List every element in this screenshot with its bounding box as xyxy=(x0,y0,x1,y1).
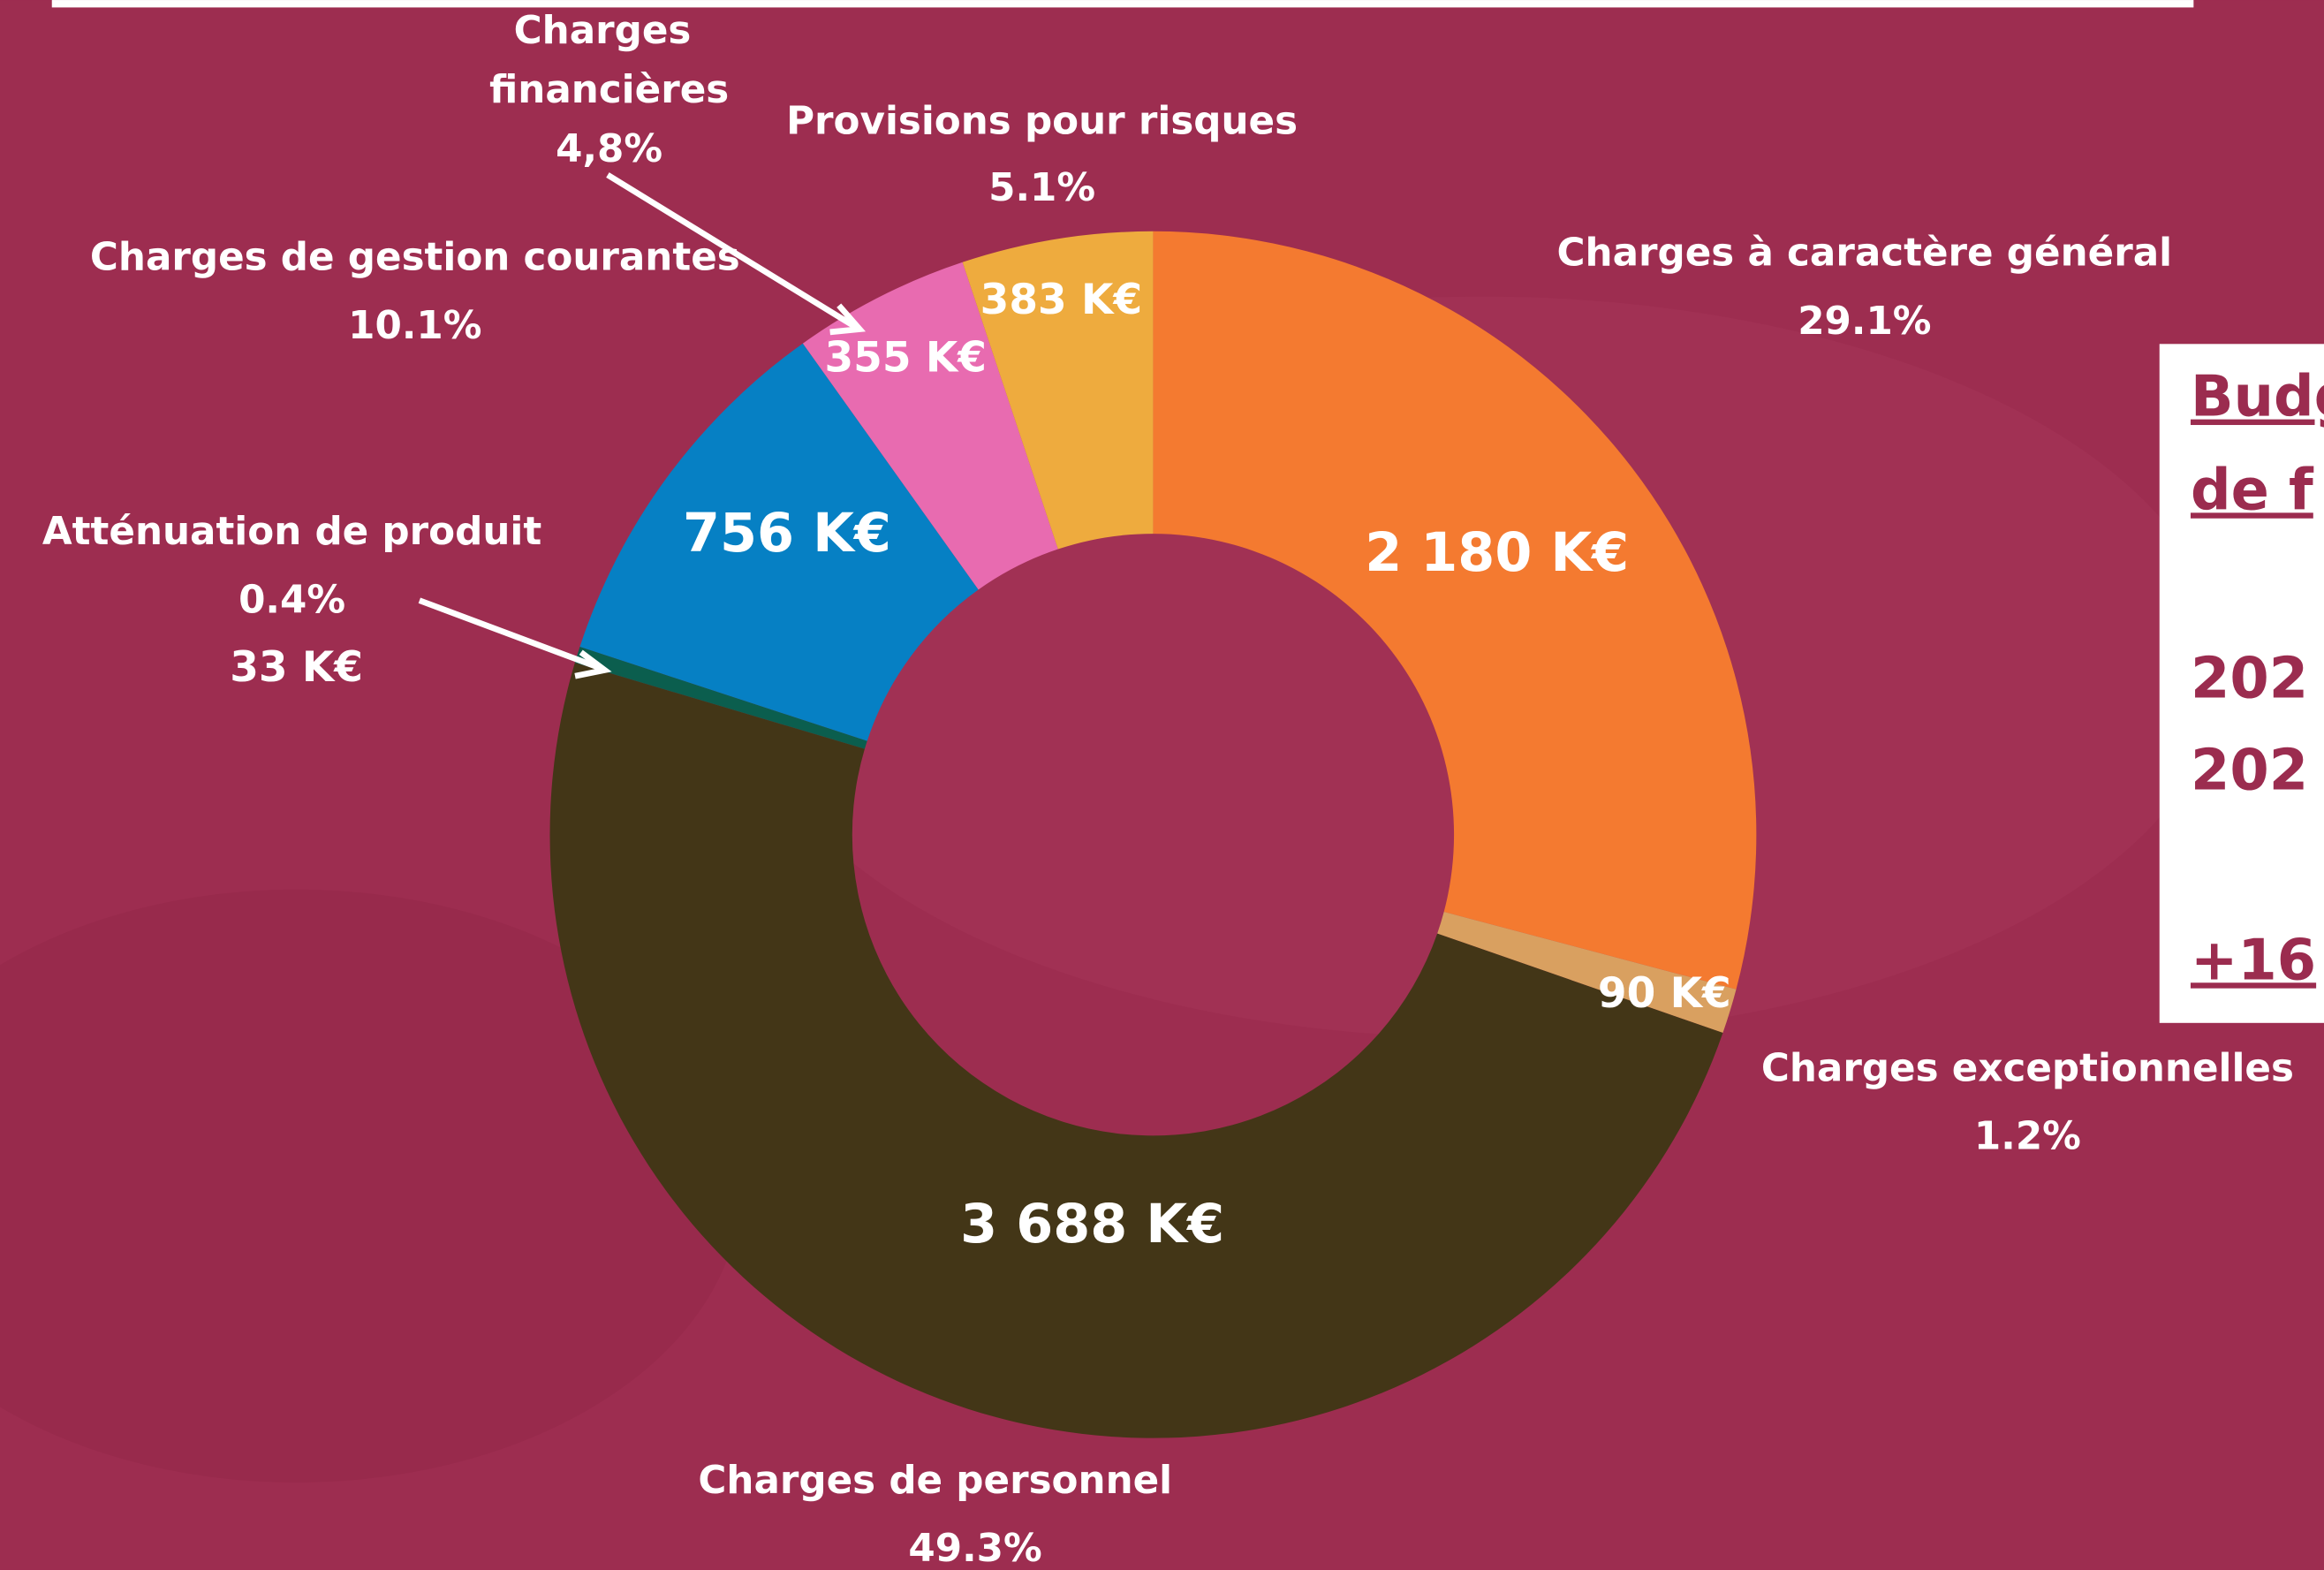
donut-slice xyxy=(1153,231,1757,990)
value-label: 33 K€ xyxy=(230,643,363,692)
slice-name: Charges de personnel xyxy=(698,1459,1172,1503)
value-label: 2 180 K€ xyxy=(1365,522,1629,584)
percentage-label: 10.1% xyxy=(348,304,481,348)
value-label: 756 K€ xyxy=(683,503,891,565)
slice-name: Charges exceptionnelles xyxy=(1761,1047,2294,1091)
slice-name: Charges à caractère général xyxy=(1557,231,2173,276)
side-box-line: 202 xyxy=(2191,738,2308,803)
donut-slice xyxy=(579,343,979,741)
value-label: 90 K€ xyxy=(1598,969,1731,1018)
donut-slice xyxy=(962,231,1154,550)
percentage-label: 1.2% xyxy=(1974,1115,2081,1159)
value-label: 355 K€ xyxy=(824,333,986,382)
slice-name: Atténuation de produit xyxy=(42,510,541,554)
donut xyxy=(549,231,1757,1438)
slice-name: Charges de gestion courantes xyxy=(90,236,740,280)
value-label: 383 K€ xyxy=(980,276,1142,324)
arrow xyxy=(418,172,867,679)
slice-name: Provisions pour risques xyxy=(786,99,1298,143)
percentage-label: 5.1% xyxy=(988,166,1095,210)
side-box-line: 202 xyxy=(2191,646,2308,711)
percentage-label: 29.1% xyxy=(1798,300,1931,344)
side-box-line: +16 xyxy=(2191,928,2316,993)
top-bar xyxy=(51,0,2194,8)
donut-slice xyxy=(1437,912,1737,1034)
percentage-label: 0.4% xyxy=(238,578,345,622)
donut-slice xyxy=(802,262,1058,590)
percentage-label: 4,8% xyxy=(556,127,662,171)
side-box-line: de f xyxy=(2191,458,2314,523)
percentage-label: 49.3% xyxy=(908,1527,1041,1570)
side-box xyxy=(2159,344,2324,1023)
value-label: 3 688 K€ xyxy=(960,1194,1224,1255)
background-texture xyxy=(0,889,741,1483)
side-box-line: Budg xyxy=(2191,365,2324,430)
donut-slice xyxy=(574,647,867,749)
donut-slice xyxy=(549,663,1723,1438)
side-box-text: Budg de f 202 202 +16 xyxy=(2191,365,2324,994)
slice-name: Charges financières xyxy=(489,9,729,112)
